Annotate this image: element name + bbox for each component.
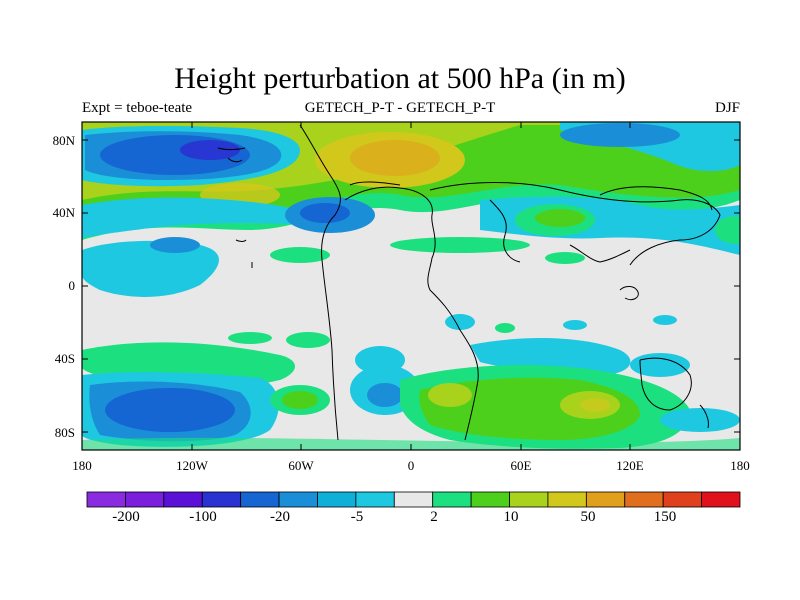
lon-label-60w: 60W <box>288 458 314 473</box>
colorbar-label: -5 <box>350 509 364 525</box>
lon-label-120w: 120W <box>176 458 208 473</box>
colorbar-label: 50 <box>580 509 596 525</box>
colorbar-swatch <box>163 491 203 508</box>
colorbar-label: -200 <box>112 509 140 525</box>
colorbar-swatch <box>125 491 165 508</box>
colorbar-swatch <box>432 491 472 508</box>
plot-title: Height perturbation at 500 hPa (in m) <box>174 62 626 95</box>
colorbar-label: 10 <box>503 509 519 525</box>
axis-ticks <box>81 122 741 450</box>
lon-label-0: 0 <box>407 458 415 473</box>
lon-label-180w: 180 <box>72 458 92 473</box>
colorbar-swatch <box>355 491 395 508</box>
contour-field <box>82 122 740 450</box>
lat-label-0: 0 <box>68 278 76 293</box>
model-label: GETECH_P-T - GETECH_P-T <box>304 100 496 116</box>
colorbar-swatch <box>662 491 702 508</box>
season-label: DJF <box>714 100 740 116</box>
lat-label-80n: 80N <box>52 133 75 148</box>
colorbar-label: -100 <box>189 509 217 525</box>
coastlines <box>217 124 721 441</box>
lon-label-120e: 120E <box>616 458 644 473</box>
colorbar <box>86 491 741 508</box>
lat-label-40n: 40N <box>52 205 75 220</box>
lat-label-40s: 40S <box>54 351 75 366</box>
colorbar-swatch <box>86 491 126 508</box>
colorbar-swatch <box>393 491 434 508</box>
colorbar-swatch <box>470 491 510 508</box>
colorbar-swatch <box>547 491 587 508</box>
colorbar-swatch <box>585 491 626 508</box>
lon-label-60e: 60E <box>510 458 532 473</box>
lat-label-80s: 80S <box>54 425 75 440</box>
colorbar-swatch <box>240 491 280 508</box>
colorbar-swatch <box>201 491 242 508</box>
colorbar-label: 2 <box>430 509 438 525</box>
colorbar-label: 150 <box>653 509 677 525</box>
experiment-label: Expt = teboe-teate <box>82 100 193 116</box>
colorbar-swatch <box>317 491 357 508</box>
lon-label-180e: 180 <box>730 458 750 473</box>
colorbar-swatch <box>278 491 318 508</box>
colorbar-swatch <box>509 491 549 508</box>
colorbar-swatch <box>624 491 664 508</box>
colorbar-label: -20 <box>270 509 290 525</box>
colorbar-swatch <box>701 491 741 508</box>
